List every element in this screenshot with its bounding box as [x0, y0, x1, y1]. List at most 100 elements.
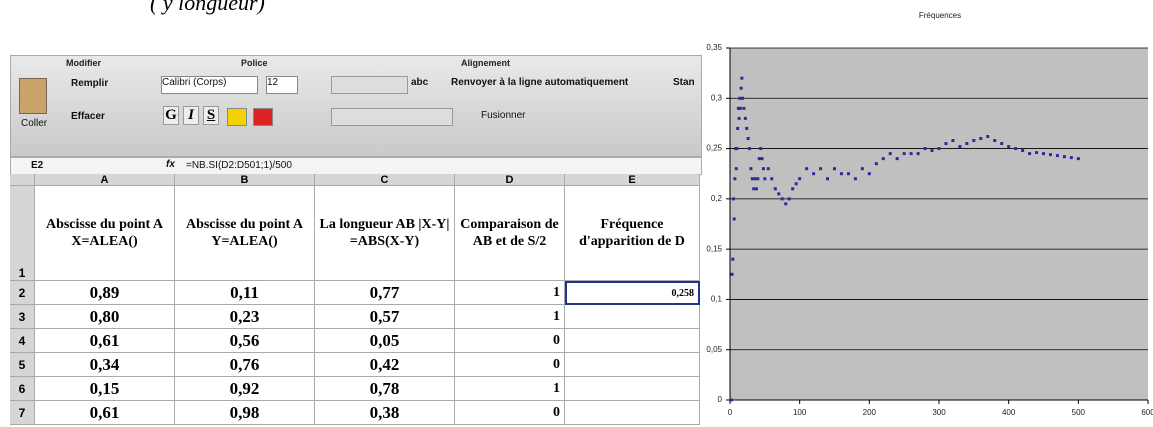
formula[interactable]: =NB.SI(D2:D501;1)/500: [186, 160, 292, 171]
cell-value: 1: [455, 305, 565, 329]
cell-value: 0,76: [175, 353, 315, 377]
point: [741, 97, 744, 100]
cell-empty: [565, 401, 700, 425]
point: [774, 187, 777, 190]
point: [903, 152, 906, 155]
point: [931, 149, 934, 152]
column-header: D: [455, 174, 565, 186]
point: [833, 167, 836, 170]
point: [732, 197, 735, 200]
align-buttons[interactable]: [331, 76, 408, 94]
point: [767, 167, 770, 170]
point: [986, 135, 989, 138]
x-tick-label: 100: [793, 408, 807, 417]
point: [781, 197, 784, 200]
x-tick-label: 0: [728, 408, 733, 417]
formula-bar: E2 fx =NB.SI(D2:D501;1)/500: [10, 157, 702, 175]
corner: [10, 174, 35, 186]
point: [1049, 153, 1052, 156]
font-color[interactable]: [253, 108, 273, 126]
size-select[interactable]: 12: [266, 76, 298, 94]
clear-button[interactable]: Effacer: [71, 111, 105, 122]
point: [805, 167, 808, 170]
column-title: Fréquence d'apparition de D: [565, 186, 700, 281]
point: [1028, 152, 1031, 155]
fill-color[interactable]: [227, 108, 247, 126]
font-select[interactable]: Calibri (Corps): [161, 76, 258, 94]
cell-value: 0,15: [35, 377, 175, 401]
column-title: Abscisse du point A X=ALEA(): [35, 186, 175, 281]
column-header: A: [35, 174, 175, 186]
point: [979, 137, 982, 140]
point: [854, 177, 857, 180]
point: [763, 177, 766, 180]
point: [738, 117, 741, 120]
row-number: 3: [10, 305, 35, 329]
point: [875, 162, 878, 165]
cell-value: 0,80: [35, 305, 175, 329]
point: [759, 147, 762, 150]
wrap-type[interactable]: abc: [411, 77, 428, 88]
x-tick-label: 600: [1141, 408, 1153, 417]
row-number: 5: [10, 353, 35, 377]
point: [938, 147, 941, 150]
column-title: Abscisse du point A Y=ALEA(): [175, 186, 315, 281]
point: [733, 217, 736, 220]
point: [735, 167, 738, 170]
row-number: 4: [10, 329, 35, 353]
row-number: 2: [10, 281, 35, 305]
point: [924, 147, 927, 150]
point: [752, 187, 755, 190]
point: [784, 202, 787, 205]
paste-button[interactable]: Coller: [21, 118, 47, 129]
point: [747, 137, 750, 140]
point: [791, 187, 794, 190]
y-tick-label: 0,35: [706, 43, 722, 52]
point: [951, 139, 954, 142]
point: [770, 177, 773, 180]
point: [755, 187, 758, 190]
chart-title: Fréquences: [919, 11, 961, 20]
page: ( y longueur) Modifier Police Alignement…: [0, 0, 1153, 427]
point: [756, 177, 759, 180]
style-button[interactable]: Stan: [673, 77, 695, 88]
cell-value: 1: [455, 377, 565, 401]
paste-icon[interactable]: [19, 78, 47, 114]
bold-button[interactable]: G: [163, 106, 179, 125]
group-label: Modifier: [66, 58, 101, 68]
group-label: Police: [241, 58, 268, 68]
y-tick-label: 0,1: [711, 295, 723, 304]
cell-ref[interactable]: E2: [31, 160, 43, 171]
point: [861, 167, 864, 170]
point: [944, 142, 947, 145]
fill-button[interactable]: Remplir: [71, 78, 108, 89]
point: [889, 152, 892, 155]
wrap-button[interactable]: Renvoyer à la ligne automatiquement: [451, 77, 628, 88]
header-fragment: ( y longueur): [150, 0, 265, 16]
cell-value: 0,89: [35, 281, 175, 305]
point: [882, 157, 885, 160]
align-buttons[interactable]: [331, 108, 453, 126]
row-number: 1: [10, 186, 35, 281]
point: [1070, 156, 1073, 159]
fx-icon[interactable]: fx: [166, 159, 175, 170]
point: [917, 152, 920, 155]
underline-button[interactable]: S: [203, 106, 219, 125]
cell-value: 0,11: [175, 281, 315, 305]
point: [751, 177, 754, 180]
column-title: La longueur AB |X-Y| =ABS(X-Y): [315, 186, 455, 281]
cell-value: 0,42: [315, 353, 455, 377]
point: [958, 145, 961, 148]
y-tick-label: 0: [718, 395, 723, 404]
italic-button[interactable]: I: [183, 106, 199, 125]
point: [730, 399, 733, 402]
cell-value: 1: [455, 281, 565, 305]
y-tick-label: 0,3: [711, 93, 723, 102]
cell-value[interactable]: 0,258: [565, 281, 700, 305]
merge-button[interactable]: Fusionner: [481, 110, 525, 121]
cell-value: 0,05: [315, 329, 455, 353]
cell-value: 0,57: [315, 305, 455, 329]
point: [754, 177, 757, 180]
